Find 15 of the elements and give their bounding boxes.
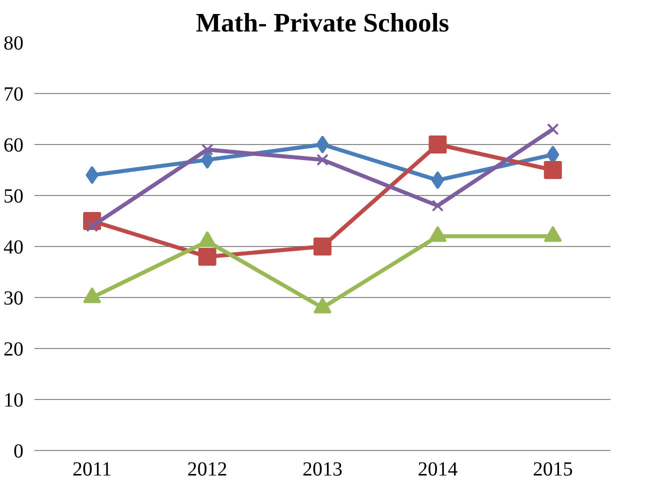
y-tick-label: 20	[4, 338, 24, 360]
y-tick-label: 0	[14, 440, 24, 462]
x-tick-label: 2011	[72, 458, 112, 480]
chart-title: Math- Private Schools	[196, 8, 450, 38]
y-tick-label: 80	[4, 32, 24, 54]
y-tick-label: 70	[4, 84, 24, 106]
y-tick-label: 60	[4, 134, 24, 156]
x-tick-label: 2014	[418, 458, 458, 480]
x-tick-label: 2013	[302, 458, 342, 480]
y-tick-label: 50	[4, 186, 24, 208]
x-tick-label: 2015	[532, 458, 573, 480]
y-tick-label: 10	[4, 390, 24, 412]
y-tick-label: 30	[4, 288, 24, 310]
y-tick-label: 40	[4, 236, 24, 258]
x-tick-label: 2012	[187, 458, 228, 480]
